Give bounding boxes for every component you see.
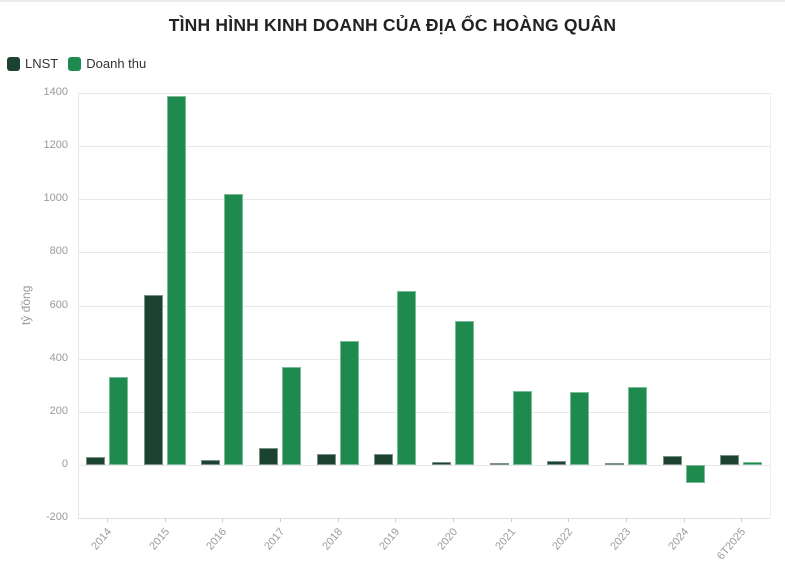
legend: LNST Doanh thu [7, 56, 146, 71]
y-axis-tick-label: 1400 [43, 86, 68, 98]
x-axis-tick [568, 518, 570, 522]
x-axis-tick [741, 518, 743, 522]
x-axis-tick-label: 2020 [435, 526, 461, 553]
x-axis-tick [337, 518, 339, 522]
gridline [78, 411, 770, 413]
gridline [78, 305, 770, 307]
x-axis-tick [510, 518, 512, 522]
gridline [78, 252, 770, 254]
bar-doanh-thu-2023[interactable] [627, 387, 647, 465]
bar-doanh-thu-2018[interactable] [339, 340, 359, 465]
bar-lnst-2018[interactable] [316, 454, 336, 465]
gridline [78, 93, 770, 94]
bar-doanh-thu-2024[interactable] [685, 464, 705, 484]
bar-doanh-thu-2019[interactable] [397, 290, 417, 465]
legend-item-doanh-thu[interactable]: Doanh thu [68, 56, 146, 71]
lnst-swatch-icon [7, 56, 20, 71]
x-axis-tick [625, 518, 627, 522]
bar-lnst-6t2025[interactable] [720, 454, 740, 465]
bar-lnst-2023[interactable] [604, 462, 624, 465]
y-axis-line [78, 93, 79, 518]
x-axis-tick [395, 518, 397, 522]
x-axis-tick-label: 6T2025 [715, 526, 749, 563]
bar-doanh-thu-2017[interactable] [281, 367, 301, 465]
x-axis-tick [164, 518, 166, 522]
x-axis-line [78, 518, 770, 519]
doanh-thu-swatch-icon [68, 56, 82, 71]
y-axis-tick-label: 1200 [43, 139, 68, 152]
chart-title: TÌNH HÌNH KINH DOANH CỦA ĐỊA ỐC HOÀNG QU… [168, 15, 617, 35]
x-axis-tick-label: 2014 [89, 526, 115, 553]
y-axis-tick-label: 200 [49, 404, 68, 417]
x-axis-tick-label: 2022 [550, 526, 576, 553]
bar-lnst-2021[interactable] [489, 462, 509, 465]
y-axis-tick-label: 0 [61, 457, 68, 470]
x-axis-tick-label: 2017 [262, 526, 288, 553]
bar-lnst-2020[interactable] [431, 462, 451, 465]
bar-lnst-2017[interactable] [258, 447, 278, 465]
legend-label-lnst: LNST [25, 56, 59, 71]
legend-label-doanh-thu: Doanh thu [86, 56, 147, 71]
bar-doanh-thu-2015[interactable] [166, 95, 186, 465]
plot-right-edge [770, 93, 771, 518]
bar-lnst-2019[interactable] [374, 454, 394, 465]
bar-doanh-thu-2022[interactable] [570, 391, 590, 465]
x-axis-tick-label: 2023 [608, 526, 634, 553]
bar-lnst-2014[interactable] [85, 456, 105, 465]
gridline [78, 358, 770, 360]
x-axis-tick-label: 2018 [319, 526, 345, 553]
y-axis-tick-label: -200 [45, 511, 68, 523]
legend-item-lnst[interactable]: LNST [7, 56, 58, 71]
y-axis-tick-label: 1000 [43, 192, 68, 205]
bar-doanh-thu-2021[interactable] [512, 390, 532, 465]
gridline [78, 199, 770, 201]
bar-doanh-thu-2016[interactable] [224, 193, 244, 465]
bar-lnst-2015[interactable] [143, 294, 163, 465]
gridline [78, 146, 770, 148]
x-axis-tick-label: 2021 [492, 526, 518, 553]
x-axis-tick [683, 518, 685, 522]
x-axis-tick [452, 518, 454, 522]
x-axis-tick-label: 2024 [665, 526, 691, 553]
y-axis-tick-label: 800 [49, 245, 68, 258]
y-axis-tick-label: 400 [49, 351, 68, 364]
bar-lnst-2022[interactable] [547, 460, 567, 465]
bar-lnst-2016[interactable] [201, 459, 221, 465]
x-axis-tick [106, 518, 108, 522]
gridline [78, 464, 770, 466]
x-axis-tick [279, 518, 281, 522]
bar-doanh-thu-2020[interactable] [454, 321, 474, 465]
y-axis-tick-label: 600 [49, 298, 68, 311]
bar-doanh-thu-2014[interactable] [108, 377, 128, 465]
x-axis-tick-label: 2019 [377, 526, 403, 553]
x-axis-tick-label: 2015 [146, 526, 172, 553]
bar-lnst-2024[interactable] [662, 455, 682, 465]
x-axis-tick [222, 518, 224, 522]
bar-doanh-thu-6t2025[interactable] [743, 462, 763, 465]
x-axis-tick-label: 2016 [204, 526, 230, 553]
